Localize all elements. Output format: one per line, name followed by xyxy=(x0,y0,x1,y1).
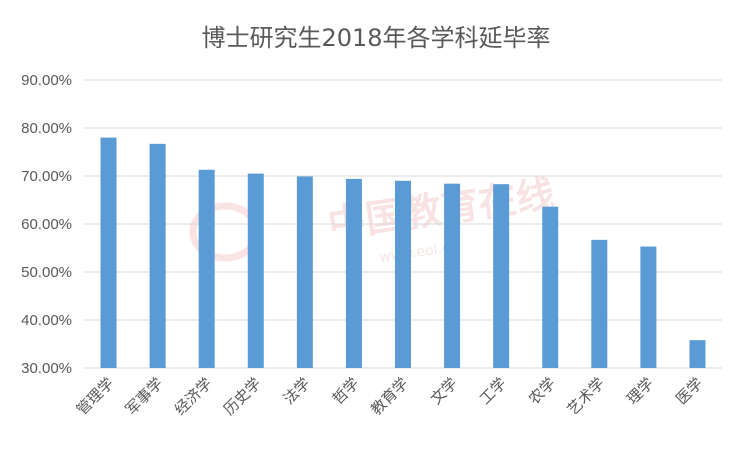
bar-6 xyxy=(395,180,411,368)
bar-8 xyxy=(493,184,510,368)
x-category-label: 工学 xyxy=(476,374,510,408)
y-tick-label: 70.00% xyxy=(21,168,72,185)
bar-5 xyxy=(345,178,362,368)
bar-9 xyxy=(542,206,559,368)
x-axis-labels: 管理学 军事学 经济学 历史学 法学 哲学 教育学 文学 工学 农学 艺术学 理学 医学 xyxy=(73,374,706,419)
bar-11 xyxy=(640,246,657,368)
x-category-label: 理学 xyxy=(623,374,657,408)
bar-12 xyxy=(689,340,706,368)
bar-1 xyxy=(149,143,166,368)
bar-2 xyxy=(198,169,215,368)
y-axis-ticks: 30.00% 40.00% 50.00% 60.00% 70.00% 80.00% 90.0… xyxy=(21,72,72,377)
bar-4 xyxy=(296,176,313,368)
bar-3 xyxy=(247,173,264,368)
x-category-label: 法学 xyxy=(280,374,314,408)
bar-10 xyxy=(591,239,608,368)
x-category-label: 管理学 xyxy=(73,374,118,419)
y-tick-label: 80.00% xyxy=(21,120,72,137)
y-tick-label: 60.00% xyxy=(21,216,72,233)
y-tick-label: 40.00% xyxy=(21,312,72,329)
x-category-label: 军事学 xyxy=(122,374,167,419)
x-category-label: 文学 xyxy=(427,374,461,408)
x-category-label: 医学 xyxy=(672,374,706,408)
x-category-label: 艺术学 xyxy=(564,374,609,419)
y-tick-label: 90.00% xyxy=(21,72,72,89)
bar-0 xyxy=(100,137,117,368)
x-category-label: 哲学 xyxy=(329,374,363,408)
x-category-label: 教育学 xyxy=(367,374,412,419)
x-category-label: 历史学 xyxy=(220,374,265,419)
y-tick-label: 50.00% xyxy=(21,264,72,281)
bars xyxy=(100,137,706,368)
y-tick-label: 30.00% xyxy=(21,360,72,377)
bar-7 xyxy=(444,183,461,368)
x-category-label: 农学 xyxy=(525,374,559,408)
x-category-label: 经济学 xyxy=(171,374,216,419)
chart-title: 博士研究生2018年各学科延毕率 xyxy=(201,24,551,52)
